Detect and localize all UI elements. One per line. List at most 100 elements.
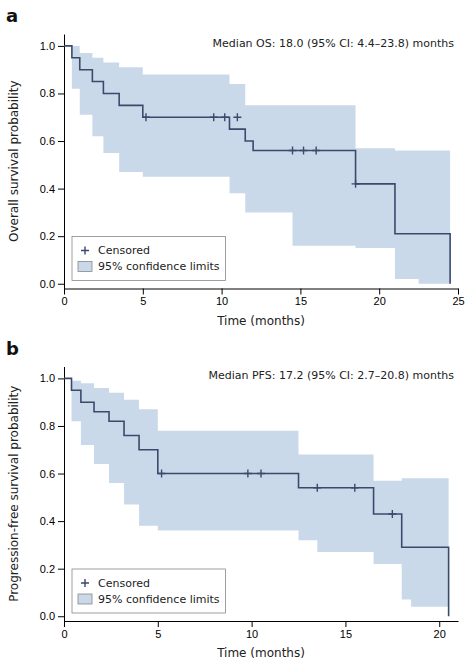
y-tick-label: 0.4 <box>40 183 55 195</box>
censored-mark <box>351 484 359 492</box>
survival-curve <box>64 46 450 284</box>
x-tick-label: 25 <box>452 295 464 307</box>
annotation: Median OS: 18.0 (95% CI: 4.4–23.8) month… <box>213 37 455 50</box>
censored-mark <box>233 113 241 121</box>
survival-curve <box>64 378 449 616</box>
x-tick: 5 <box>140 289 146 308</box>
y-tick-mark <box>58 474 64 475</box>
y-axis-title: Progression-free survival probability <box>7 386 21 602</box>
x-tick-mark <box>222 289 223 295</box>
x-tick: 0 <box>61 289 67 308</box>
x-tick: 0 <box>61 621 67 640</box>
y-tick: 0.4 <box>40 515 64 527</box>
x-axis-line <box>65 289 459 290</box>
x-tick: 5 <box>155 621 161 640</box>
x-tick-mark <box>64 289 65 295</box>
x-tick-mark <box>143 289 144 295</box>
legend-swatch <box>81 579 89 587</box>
x-tick: 10 <box>246 621 258 640</box>
legend-frame <box>72 569 226 613</box>
x-tick-mark <box>158 621 159 627</box>
y-tick-mark <box>58 378 64 379</box>
x-tick: 15 <box>295 289 307 308</box>
x-tick: 25 <box>452 289 464 308</box>
censored-mark <box>388 510 396 518</box>
confidence-band <box>64 46 450 284</box>
x-tick-label: 0 <box>61 295 67 307</box>
censored-mark <box>244 470 252 478</box>
y-tick-label: 0.0 <box>40 610 55 622</box>
censored-mark <box>300 147 308 155</box>
x-axis-title: Time (months) <box>216 646 305 660</box>
x-tick-label: 15 <box>295 295 307 307</box>
y-tick-mark <box>58 93 64 94</box>
censored-mark <box>158 470 166 478</box>
x-tick-label: 5 <box>140 295 146 307</box>
y-tick-label: 0.6 <box>40 135 55 147</box>
censored-mark <box>210 113 218 121</box>
y-tick-label: 0.6 <box>40 468 55 480</box>
y-tick: 0.2 <box>40 563 64 575</box>
legend: Censored 95% confidence limits <box>72 569 226 613</box>
x-tick-label: 15 <box>340 628 352 640</box>
y-tick: 0.6 <box>40 468 64 480</box>
y-tick-mark <box>58 426 64 427</box>
x-tick-label: 20 <box>434 628 446 640</box>
panel-label: b <box>6 338 19 359</box>
y-tick: 1.0 <box>40 40 64 52</box>
x-axis: 0 5 10 15 20 25 <box>61 289 464 308</box>
annotation: Median PFS: 17.2 (95% CI: 2.7–20.8) mont… <box>208 369 454 382</box>
plot-area <box>64 378 449 616</box>
y-tick: 0.6 <box>40 135 64 147</box>
plot-area <box>64 46 450 284</box>
x-tick-mark <box>300 289 301 295</box>
y-axis-line <box>64 367 65 622</box>
y-tick: 0.0 <box>40 610 64 622</box>
censored-mark <box>352 180 360 188</box>
y-tick: 1.0 <box>40 372 64 384</box>
legend-frame <box>72 237 226 281</box>
y-tick-mark <box>58 189 64 190</box>
y-axis: 0.00.20.40.60.81.0 <box>40 35 65 290</box>
x-tick-mark <box>439 621 440 627</box>
y-tick-label: 0.4 <box>40 515 55 527</box>
legend-swatch <box>78 262 92 272</box>
panel: 05101520250.00.20.40.60.81.0Time (months… <box>6 5 465 328</box>
y-tick-mark <box>58 616 64 617</box>
x-tick-label: 20 <box>374 295 386 307</box>
x-axis-line <box>65 621 459 622</box>
y-tick-label: 1.0 <box>40 372 55 384</box>
x-axis-title: Time (months) <box>216 314 305 328</box>
censored-mark <box>313 484 321 492</box>
y-tick: 0.4 <box>40 183 64 195</box>
y-tick-mark <box>58 141 64 142</box>
legend-label: Censored <box>98 244 150 257</box>
y-tick-label: 1.0 <box>40 40 55 52</box>
x-tick: 15 <box>340 621 352 640</box>
legend-label: Censored <box>98 577 150 590</box>
legend: Censored 95% confidence limits <box>72 237 226 281</box>
confidence-band <box>64 378 449 616</box>
legend-label: 95% confidence limits <box>98 593 220 606</box>
y-tick-label: 0.0 <box>40 278 55 290</box>
panel-label: a <box>6 5 18 26</box>
x-tick-label: 10 <box>216 295 228 307</box>
x-tick-mark <box>345 621 346 627</box>
y-tick-mark <box>58 569 64 570</box>
y-tick-label: 0.2 <box>40 563 55 575</box>
y-axis-title: Overall survival probability <box>7 80 21 242</box>
censored-mark <box>289 147 297 155</box>
figure: 0 5 10 15 20 25 0.0 0.2 0.4 0.6 0.8 1.0 Time (months… <box>0 0 474 665</box>
x-tick-mark <box>252 621 253 627</box>
y-tick-label: 0.8 <box>40 87 55 99</box>
y-tick-mark <box>58 284 64 285</box>
censored-mark <box>142 113 150 121</box>
censored-mark <box>221 113 229 121</box>
y-tick: 0.8 <box>40 420 64 432</box>
legend-swatch <box>81 247 89 255</box>
legend-label: 95% confidence limits <box>98 260 220 273</box>
y-tick: 0.8 <box>40 87 64 99</box>
x-axis: 0 5 10 15 20 <box>61 621 458 640</box>
legend-swatch <box>78 594 92 604</box>
y-tick-mark <box>58 521 64 522</box>
